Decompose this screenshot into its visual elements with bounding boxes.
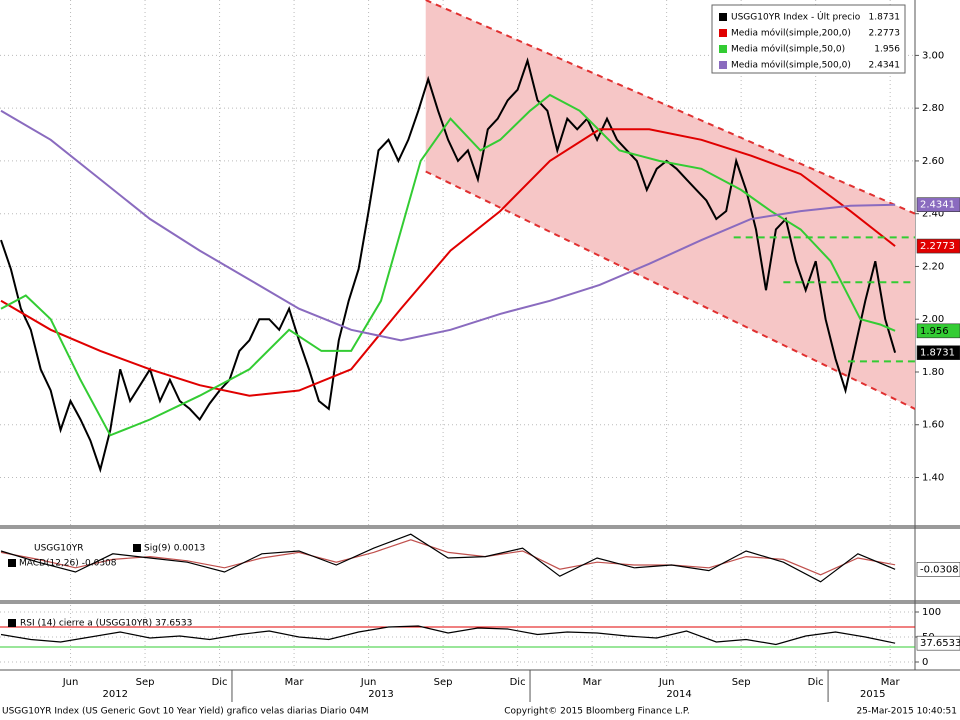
panel-separator <box>0 600 960 604</box>
series-line <box>0 93 896 437</box>
series-line <box>0 128 896 397</box>
y-tick-label: 2.80 <box>922 103 944 114</box>
channel-line <box>425 0 916 215</box>
legend-value: 1.8731 <box>869 13 901 23</box>
series-line <box>0 539 896 576</box>
legend-swatch <box>133 544 141 552</box>
y-tick-label: 1.80 <box>922 367 944 378</box>
legend-swatch <box>719 29 727 37</box>
legend-value: 2.2773 <box>869 29 901 39</box>
y-tick-label: 0 <box>922 657 928 668</box>
legend-swatch <box>719 45 727 53</box>
legend-label: Media móvil(simple,50,0) <box>731 44 845 55</box>
y-tick-label: 2.60 <box>922 156 944 167</box>
x-tick-label: Dic <box>808 677 824 688</box>
legend-value: 2.4341 <box>869 61 901 71</box>
year-label: 2014 <box>666 689 691 700</box>
y-tick-label: 2.40 <box>922 209 944 220</box>
y-tick-label: 1.60 <box>922 420 944 431</box>
legend <box>711 4 906 74</box>
legend-value: -0.0308 <box>82 559 117 569</box>
value-tag <box>916 197 960 212</box>
legend-swatch <box>719 13 727 21</box>
value-tag <box>916 345 960 360</box>
year-label: 2013 <box>368 689 393 700</box>
panel-title: USGG10YR <box>34 544 83 554</box>
x-tick-label: Mar <box>285 677 305 688</box>
y-tick-label: 2.00 <box>922 314 944 325</box>
x-tick-label: Jun <box>658 677 675 688</box>
footer-left: USGG10YR Index (US Generic Govt 10 Year … <box>2 707 369 717</box>
footer-center: Copyright© 2015 Bloomberg Finance L.P. <box>504 707 689 717</box>
x-tick-label: Sep <box>136 677 155 688</box>
footer-right: 25-Mar-2015 10:40:51 <box>856 707 957 717</box>
legend-label: Sig(9) <box>144 544 171 554</box>
value-tag-label: 37.6533 <box>920 638 960 649</box>
x-tick-label: Mar <box>583 677 603 688</box>
x-tick-label: Sep <box>732 677 751 688</box>
legend-value: 0.0013 <box>174 544 206 554</box>
x-tick-label: Dic <box>212 677 228 688</box>
legend-swatch <box>719 61 727 69</box>
x-tick-label: Jun <box>62 677 79 688</box>
value-tag <box>916 323 960 339</box>
year-label: 2012 <box>103 689 128 700</box>
value-tag <box>916 562 960 577</box>
channel-line <box>425 170 916 410</box>
legend-label: RSI (14) cierre a (USGG10YR) <box>20 619 152 629</box>
x-tick-label: Dic <box>510 677 526 688</box>
legend-swatch <box>8 619 16 627</box>
series-line <box>0 533 896 583</box>
y-tick-label: 100 <box>922 607 941 618</box>
legend-value: 37.6533 <box>155 619 192 629</box>
value-tag <box>916 635 960 651</box>
value-tag-label: 1.956 <box>920 326 949 337</box>
year-label: 2015 <box>860 689 885 700</box>
value-tag-label: 2.2773 <box>920 241 955 252</box>
series-line <box>0 109 896 342</box>
x-tick-label: Mar <box>881 677 901 688</box>
x-tick-label: Sep <box>434 677 453 688</box>
panel-separator <box>0 525 960 529</box>
y-tick-label: 1.40 <box>922 473 944 484</box>
legend-value: 1.956 <box>874 45 900 55</box>
y-tick-label: 3.00 <box>922 50 944 61</box>
legend-label: MACD(12,26) <box>19 559 79 569</box>
series-line <box>0 625 896 646</box>
y-tick-label: 2.20 <box>922 261 944 272</box>
trend-channel <box>425 0 915 409</box>
value-tag <box>916 238 960 254</box>
legend-label: Media móvil(simple,200,0) <box>731 28 851 39</box>
value-tag-label: 2.4341 <box>920 200 955 211</box>
value-tag-label: 1.8731 <box>920 348 955 359</box>
legend-label: USGG10YR Index - Últ precio <box>731 11 861 23</box>
legend-label: Media móvil(simple,500,0) <box>731 60 851 71</box>
x-tick-label: Jun <box>360 677 377 688</box>
legend-swatch <box>8 559 16 567</box>
value-tag-label: -0.0308 <box>920 564 959 575</box>
